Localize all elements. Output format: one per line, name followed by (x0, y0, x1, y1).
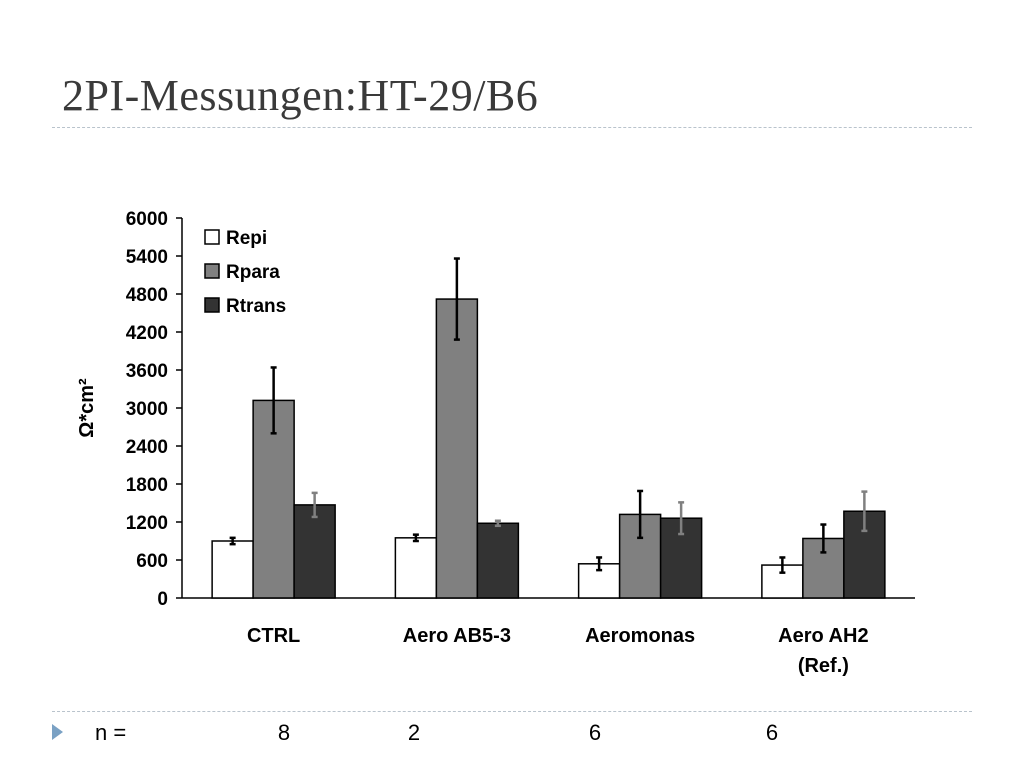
legend-swatch (204, 297, 220, 313)
bar (476, 522, 520, 599)
y-tick-label: 5400 (126, 247, 168, 268)
y-tick-label: 2400 (126, 437, 168, 458)
sample-size-value: 6 (765, 720, 779, 745)
x-category-label: Aeromonas (585, 625, 695, 647)
y-tick-label: 600 (136, 551, 168, 572)
sample-size-value: 6 (588, 720, 602, 745)
y-tick-label: 4200 (126, 323, 168, 344)
title-divider (52, 127, 972, 128)
sample-size-value: 2 (407, 720, 421, 745)
legend-label: Repi (226, 228, 267, 249)
footer-divider (52, 711, 972, 712)
legend-label: Rtrans (226, 296, 286, 317)
y-tick-label: 4800 (126, 285, 168, 306)
bullet-triangle-icon (52, 724, 63, 740)
bar (435, 298, 479, 599)
y-axis-label: Ω*cm² (76, 378, 98, 438)
bar (211, 540, 254, 599)
x-category-label: Aero AB5-3 (403, 625, 511, 647)
y-tick-label: 1200 (126, 513, 168, 534)
sample-size-row: n = 8 2 6 6 (0, 716, 1024, 746)
legend-swatch (204, 263, 220, 279)
y-tick-label: 0 (157, 589, 168, 610)
y-tick-label: 6000 (126, 209, 168, 230)
slide-title: 2PI-Messungen:HT-29/B6 (62, 71, 539, 120)
bar (293, 504, 336, 599)
x-category-label: CTRL (247, 625, 300, 647)
bar-chart: 0 600 1200 1800 2400 3000 3600 4200 4800 5400 6000… (76, 209, 915, 677)
sample-size-label: n = (95, 720, 127, 745)
x-category-label: Aero AH2 (778, 625, 868, 647)
bar (394, 537, 438, 599)
legend-swatch (204, 229, 220, 245)
x-category-label: (Ref.) (798, 655, 849, 677)
y-tick-label: 1800 (126, 475, 168, 496)
y-tick-label: 3000 (126, 399, 168, 420)
y-tick-label: 3600 (126, 361, 168, 382)
sample-size-value: 8 (277, 720, 291, 745)
legend-label: Rpara (226, 262, 280, 283)
